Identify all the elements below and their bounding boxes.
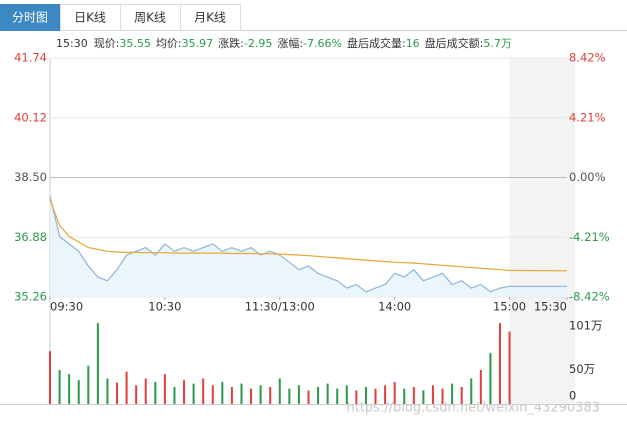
volume-bar [173,386,176,404]
volume-bar [374,388,377,404]
volume-bar [163,374,166,404]
volume-bar [451,383,454,404]
info-label: 涨幅: [277,37,303,50]
info-line: 现价: 35.55 均价: 35.97 涨跌: -2.95 涨幅: -7.66% 盘后成交量: 1… [94,36,512,50]
volume-bar [96,323,99,404]
tab[interactable] [180,4,241,31]
volume-bar [431,385,434,404]
volume-bar [393,381,396,404]
volume-tick-label: 101万 [569,319,602,333]
y2-tick-label: -4.21% [569,230,610,244]
x-tick-label: 14:00 [378,300,411,314]
info-label: 涨跌: [218,36,244,50]
y-tick-label: 36.88 [14,230,47,244]
volume-bar [355,390,358,404]
volume-bar [154,381,157,404]
volume-bar [125,371,128,404]
volume-bar [116,382,119,404]
series-line [49,199,568,272]
volume-bar [230,386,233,404]
info-label: 现价: [94,37,120,50]
volume-bar [317,386,320,404]
info-time: 15:30 [56,37,88,50]
volume-bar [508,331,511,404]
volume-bar [269,386,272,404]
volume-bar [144,378,147,404]
info-value: -7.66% [303,37,342,50]
info-value: -2.95 [244,37,272,50]
volume-bar [384,385,387,404]
volume-bar [498,323,501,404]
y2-tick-label: 4.21% [569,110,606,124]
volume-bar [259,385,262,404]
volume-bar [106,378,109,404]
info-label: 均价: [156,37,182,50]
volume-bar [470,378,473,404]
y-tick-label: 40.12 [14,110,47,124]
volume-tick-label: 50万 [569,362,595,376]
x-tick-label: 15:00 [493,300,526,314]
volume-bar [240,383,243,404]
volume-bar [441,388,444,404]
volume-bar [364,386,367,404]
volume-bar [221,381,224,404]
info-value: 5.7万 [483,37,512,50]
y2-tick-label: -8.42% [569,290,610,304]
series-line [49,195,567,293]
volume-bar [489,352,492,404]
info-label: 盘后成交额: [425,36,484,50]
volume-bar [297,385,300,404]
after-hours-shade [509,58,575,404]
volume-bar [345,385,348,404]
volume-bar [202,378,205,404]
y-tick-label: 35.26 [14,290,47,304]
y2-tick-label: 0.00% [569,170,606,184]
volume-bar [288,388,291,404]
volume-bar [87,365,90,404]
volume-bar [326,383,329,404]
volume-bar [336,388,339,404]
volume-bar [135,385,138,404]
tab-label[interactable]: 月K线 [194,11,226,25]
volume-tick-label: 0 [569,389,576,403]
y-tick-label: 38.50 [14,170,47,184]
volume-bar [58,369,61,404]
tab-label[interactable]: 日K线 [74,11,106,25]
info-value: 35.97 [182,37,214,50]
x-tick-label: 11:30/13:00 [245,300,315,314]
price-area [50,195,567,297]
volume-bar [479,369,482,404]
info-label: 盘后成交量: [347,36,406,50]
volume-bar [192,383,195,404]
volume-bar [49,351,51,404]
x-tick-label: 15:30 [534,300,567,314]
volume-bar [412,386,415,404]
volume-bar [460,386,463,404]
tab[interactable] [0,4,61,31]
volume-bar [68,374,71,404]
tab[interactable] [120,4,181,31]
info-value: 16 [406,37,420,50]
info-value: 35.55 [119,37,151,50]
volume-bar [307,390,310,404]
volume-bar [403,388,406,404]
volume-bar [77,380,80,404]
volume-bar [250,388,253,404]
tab-label[interactable]: 周K线 [134,11,166,25]
y-tick-label: 41.74 [14,51,47,65]
tab-label[interactable]: 分时图 [12,11,48,25]
volume-bar [183,380,186,404]
y2-tick-label: 8.42% [569,51,606,65]
volume-bar [278,378,281,404]
volume-bar [422,390,425,404]
x-tick-label: 10:30 [148,300,181,314]
volume-bar [211,385,214,404]
x-tick-label: 09:30 [50,300,83,314]
